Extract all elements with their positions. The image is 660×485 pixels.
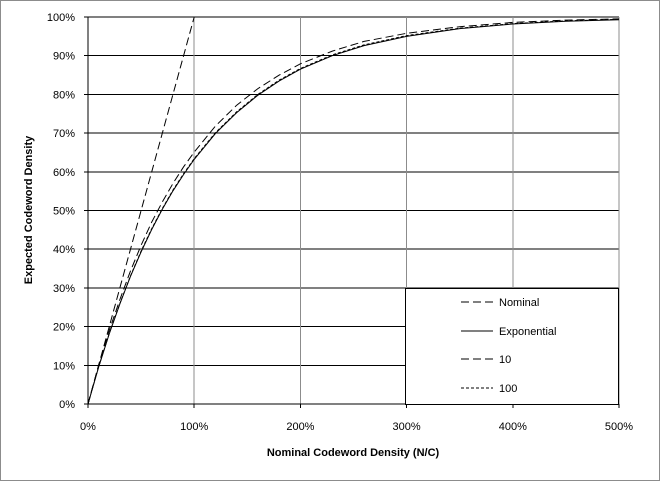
series-line-nominal — [87, 16, 195, 405]
y-tick-label-1: 10% — [53, 360, 75, 372]
legend-label-2: 10 — [499, 354, 511, 366]
x-tick-label-1: 100% — [180, 421, 208, 433]
y-tick-label-0: 0% — [59, 399, 75, 411]
y-tick-label-3: 30% — [53, 283, 75, 295]
y-tick-label-10: 100% — [47, 12, 75, 24]
legend-label-1: Exponential — [499, 326, 557, 338]
x-tick-label-3: 300% — [393, 421, 421, 433]
y-tick-label-2: 20% — [53, 322, 75, 334]
series-lines — [87, 16, 620, 405]
series-line-10 — [87, 18, 620, 405]
y-tick-label-6: 60% — [53, 167, 75, 179]
y-tick-label-8: 80% — [53, 89, 75, 101]
x-tick-label-4: 400% — [499, 421, 527, 433]
series-line-100 — [87, 18, 620, 405]
x-tick-label-2: 200% — [286, 421, 314, 433]
y-tick-label-4: 40% — [53, 244, 75, 256]
series-line-exponential — [87, 19, 620, 405]
legend: Nominal Exponential 10 100 — [405, 288, 619, 405]
y-tick-label-7: 70% — [53, 128, 75, 140]
x-tick-label-0: 0% — [80, 421, 96, 433]
x-tick-label-5: 500% — [605, 421, 633, 433]
legend-label-0: Nominal — [499, 297, 539, 309]
tick-labels: 0% 10% 20% 30% 40% 50% 60% 70% 80% 90% 100% 0% 100% 2… — [47, 12, 633, 433]
y-tick-label-9: 90% — [53, 51, 75, 63]
legend-label-3: 100 — [499, 383, 517, 395]
y-tick-label-5: 50% — [53, 206, 75, 218]
x-axis-label: Nominal Codeword Density (N/C) — [267, 447, 440, 459]
y-axis-label: Expected Codeword Density — [23, 135, 35, 284]
legend-box — [405, 288, 619, 405]
